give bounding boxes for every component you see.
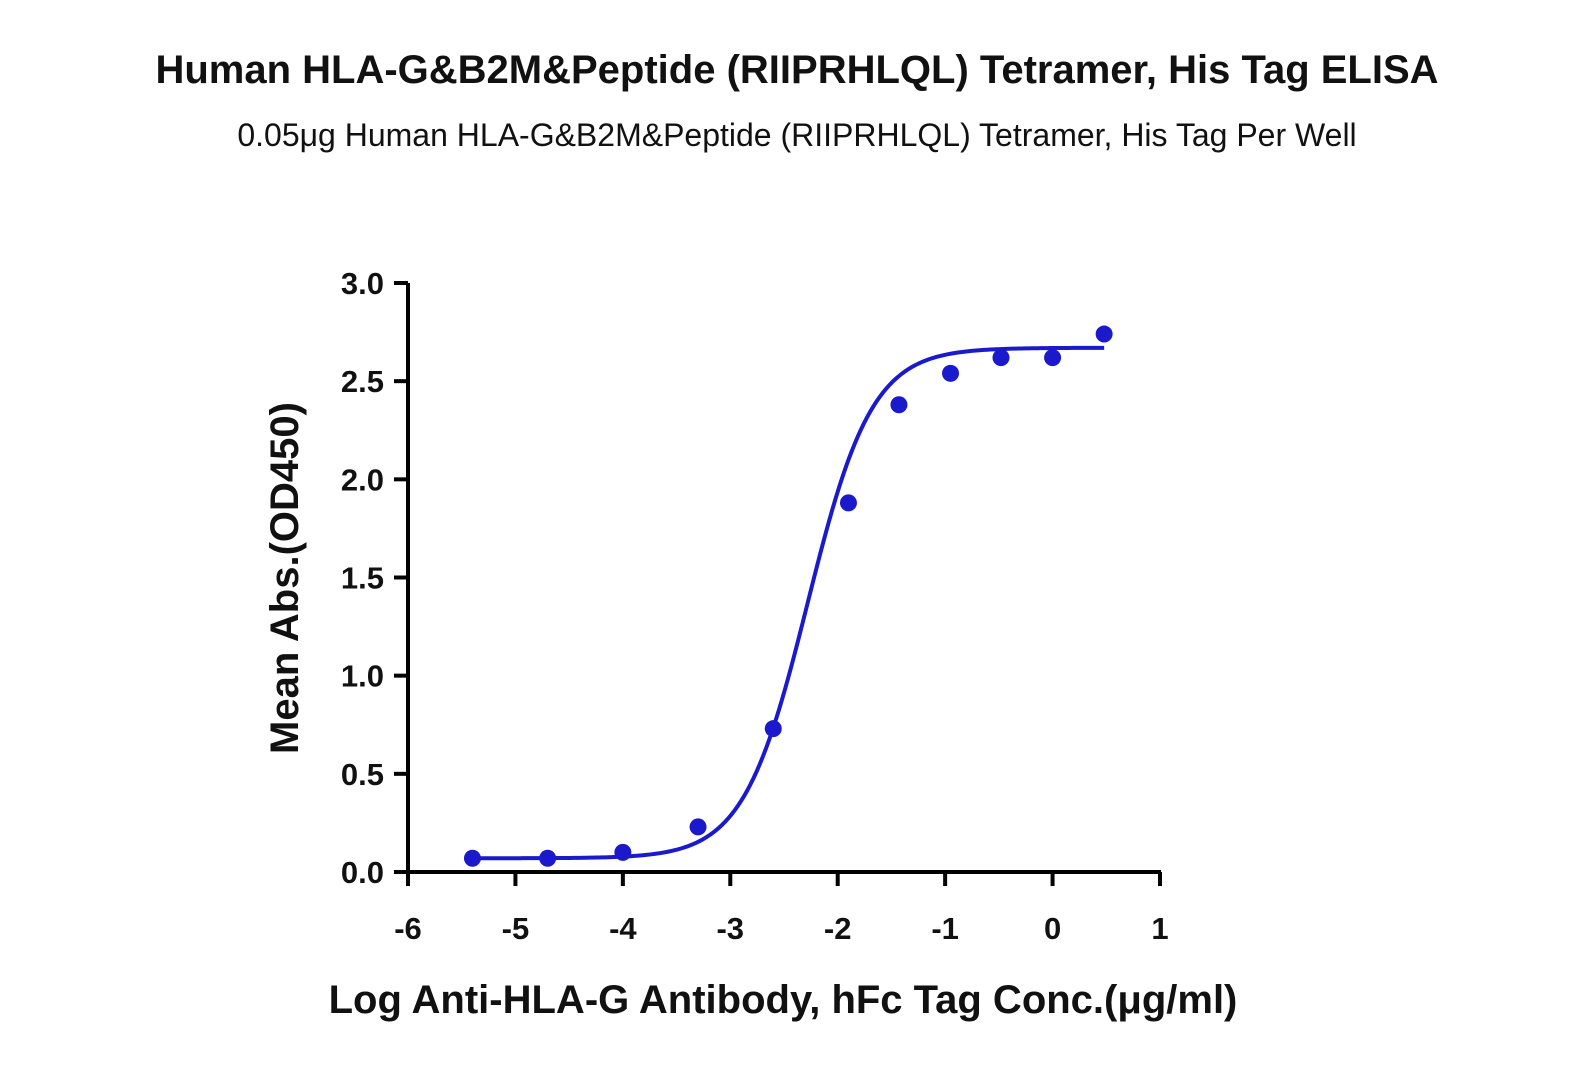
fit-curve bbox=[472, 345, 1105, 861]
data-point bbox=[463, 849, 481, 867]
data-point bbox=[890, 396, 908, 414]
x-tick-label: -2 bbox=[824, 911, 852, 946]
data-point bbox=[992, 349, 1010, 367]
data-point bbox=[942, 364, 960, 382]
data-point bbox=[764, 720, 782, 738]
data-point bbox=[1095, 325, 1113, 343]
x-tick-label: 1 bbox=[1151, 911, 1168, 946]
y-tick-label: 0.0 bbox=[341, 855, 384, 890]
x-tick-label: -1 bbox=[931, 911, 959, 946]
y-tick-label: 0.5 bbox=[341, 757, 384, 792]
y-tick-label: 2.5 bbox=[341, 364, 384, 399]
data-points bbox=[463, 325, 1113, 867]
axes bbox=[406, 283, 1161, 874]
chart-subtitle: 0.05μg Human HLA-G&B2M&Peptide (RIIPRHLQ… bbox=[237, 117, 1357, 153]
data-point bbox=[614, 843, 632, 861]
data-point bbox=[1044, 349, 1062, 367]
data-point bbox=[539, 849, 557, 867]
x-tick-label: -3 bbox=[716, 911, 744, 946]
y-ticks: 0.0 0.5 1.0 1.5 2.0 2.5 3.0 bbox=[341, 266, 408, 890]
y-axis-label: Mean Abs.(OD450) bbox=[263, 402, 307, 754]
x-tick-label: -4 bbox=[609, 911, 637, 946]
x-tick-label: -5 bbox=[502, 911, 530, 946]
y-tick-label: 1.0 bbox=[341, 659, 384, 694]
x-axis-label: Log Anti-HLA-G Antibody, hFc Tag Conc.(μ… bbox=[329, 978, 1238, 1022]
y-tick-label: 2.0 bbox=[341, 462, 384, 497]
y-tick-label: 3.0 bbox=[341, 266, 384, 301]
x-tick-label: 0 bbox=[1044, 911, 1061, 946]
data-point bbox=[839, 494, 857, 512]
chart-title: Human HLA-G&B2M&Peptide (RIIPRHLQL) Tetr… bbox=[155, 48, 1439, 92]
x-tick-label: -6 bbox=[394, 911, 422, 946]
data-point bbox=[689, 818, 707, 836]
x-ticks: -6 -5 -4 -3 -2 -1 0 1 bbox=[394, 872, 1169, 946]
y-tick-label: 1.5 bbox=[341, 561, 384, 596]
